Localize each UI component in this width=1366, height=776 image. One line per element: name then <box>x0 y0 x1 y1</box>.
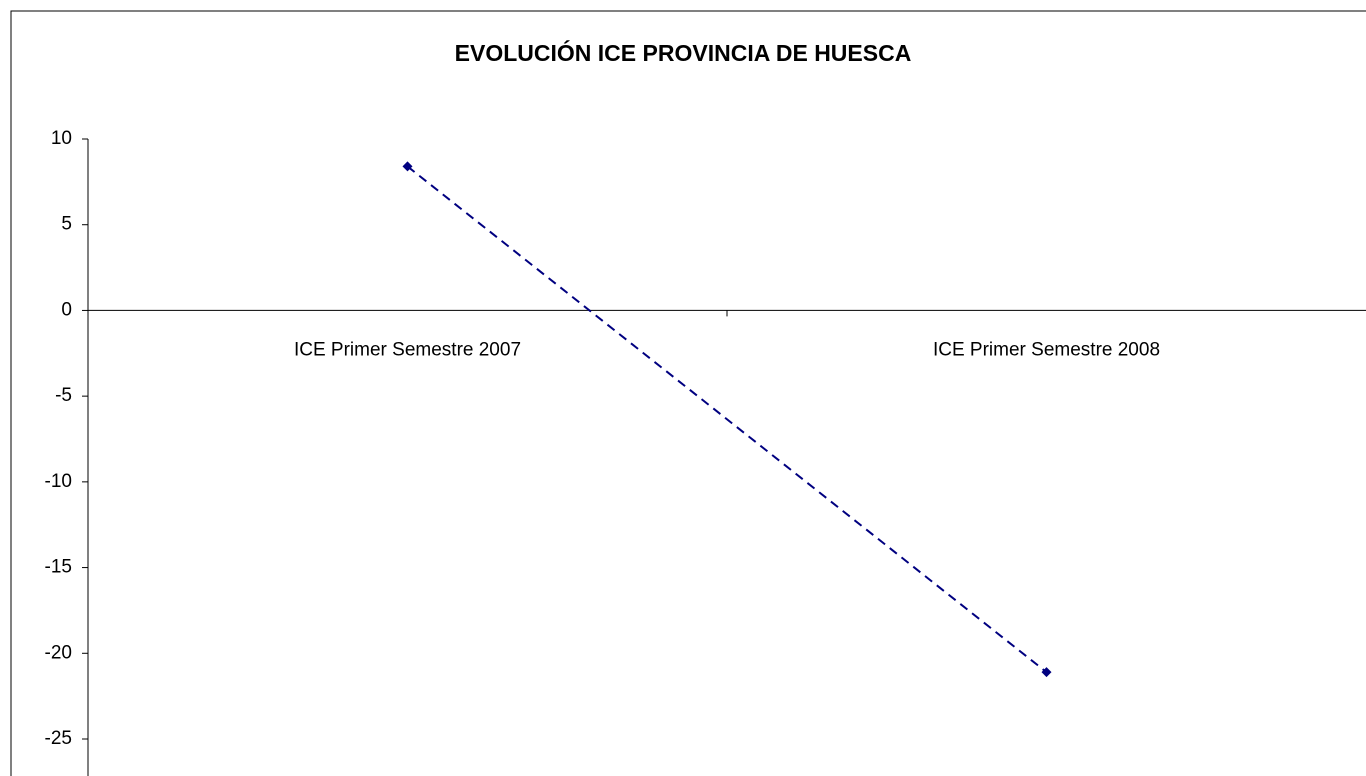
marker <box>1041 667 1052 678</box>
marker <box>402 161 413 172</box>
chart-frame <box>10 10 1366 776</box>
x-tick-label: ICE Primer Semestre 2007 <box>294 339 521 360</box>
y-tick-label: -15 <box>45 557 72 578</box>
y-tick-label: -25 <box>45 728 72 749</box>
x-tick-label: ICE Primer Semestre 2008 <box>933 339 1160 360</box>
y-tick-label: 0 <box>61 299 72 320</box>
y-tick-label: -5 <box>55 385 72 406</box>
chart-title: EVOLUCIÓN ICE PROVINCIA DE HUESCA <box>455 39 912 66</box>
y-tick-label: 5 <box>61 214 72 235</box>
y-tick-label: -20 <box>45 642 72 663</box>
series-line <box>406 165 1048 673</box>
y-tick-label: 10 <box>51 128 72 149</box>
y-tick-label: -10 <box>45 471 72 492</box>
